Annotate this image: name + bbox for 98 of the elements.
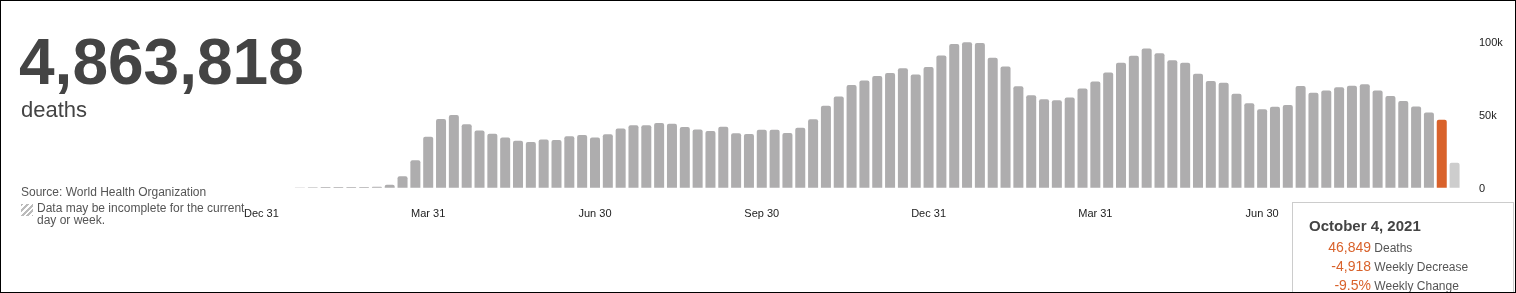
bar [705,130,716,188]
bar [1218,82,1229,188]
bar [423,136,434,188]
bar [641,125,652,188]
bar [1257,109,1268,188]
bar [987,57,998,188]
bar [1000,66,1011,188]
bar [666,123,677,188]
bar [795,127,806,188]
bar [962,42,973,188]
bar [589,137,600,188]
bar [628,125,639,188]
bar [654,123,665,188]
bar [1269,106,1280,188]
bar [1064,97,1075,188]
bar [461,124,472,188]
x-tick-label: Mar 31 [1078,207,1113,220]
y-tick-label: 50k [1479,109,1498,121]
bar [782,133,793,188]
bar [525,142,536,188]
bar [1141,48,1152,188]
chart-title: 4,863,818 [19,26,304,98]
bar [910,74,921,188]
bar [500,137,511,188]
bar [1231,93,1242,188]
bar [1180,62,1191,188]
bar [1372,90,1383,188]
bar [1192,73,1203,188]
bar [1244,103,1255,188]
bar [1411,106,1422,188]
bar [1205,80,1216,188]
bar [833,96,844,188]
bar [1154,53,1165,188]
bar [436,119,447,188]
bar [1039,99,1050,188]
bar [872,76,883,188]
x-tick-label: Sep 30 [744,207,780,220]
bar [769,129,780,188]
bar [808,119,819,188]
bar [448,115,459,188]
bar [1090,81,1101,188]
bar [602,134,613,188]
bar [1334,87,1345,188]
bar [949,44,960,188]
bar [1116,62,1127,188]
bar [551,140,562,188]
bar [487,133,498,188]
text: Data may be incomplete for the current day or week. [37,201,245,227]
bar [1423,112,1434,188]
bar [846,85,857,188]
bar [718,126,729,188]
bar [1398,101,1409,188]
bar [923,67,934,188]
x-tick-label: Dec 31 [911,207,946,220]
bar [1077,88,1088,188]
bar [1436,119,1447,188]
bar [397,176,408,188]
bar [538,139,549,188]
bar [820,105,831,188]
bar [1128,55,1139,188]
source-note: Source: World Health Organization [21,185,207,199]
bar [731,133,742,188]
bar [1385,96,1396,188]
bar [1013,86,1024,188]
y-tick-label: 0 [1479,181,1486,194]
x-tick-label: Mar 31 [411,207,446,220]
bar [885,72,896,188]
bar [859,80,870,188]
x-tick-label: Jun 30 [1245,207,1279,220]
y-tick-label: 100k [1479,36,1504,49]
bar [410,160,421,188]
bar [1282,105,1293,188]
bar [936,55,947,188]
bar [974,43,985,188]
bar [692,129,703,188]
text: deaths [21,97,88,123]
bar [1359,84,1370,188]
bar [1295,86,1306,188]
bar [1308,92,1319,188]
bar [474,130,485,188]
bar [513,140,524,188]
bar [1103,72,1114,188]
bar [1026,95,1037,188]
bar [1346,85,1357,188]
tooltip-panel: October 4, 2021 46,849 Deaths -4,918 Weekly Decrease -9.5% Weekly Change [1292,202,1514,292]
bar [679,127,690,188]
x-tick-label: Dec 31 [243,207,279,220]
bar [1051,100,1062,188]
bar [577,135,588,188]
bar [743,134,754,188]
bar [564,136,575,188]
bar [1167,60,1178,188]
bar [897,68,908,188]
x-tick-label: Jun 30 [578,207,612,220]
bar [615,128,626,188]
bar [1449,162,1460,188]
bar [756,129,767,188]
bar [1321,90,1332,188]
